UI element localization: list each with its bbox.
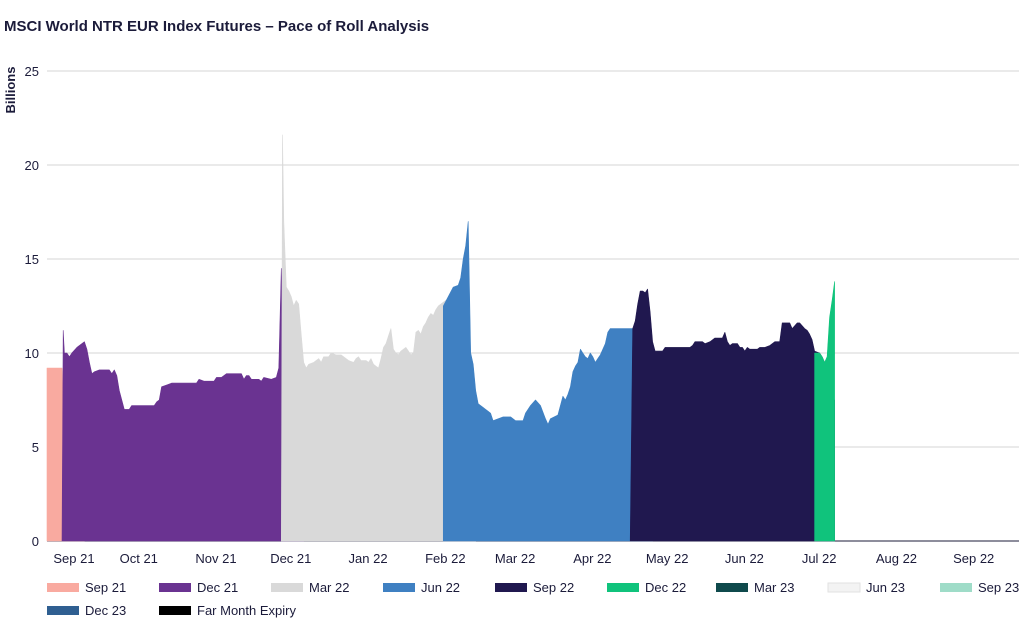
legend-swatch	[383, 583, 415, 592]
y-axis-label: Billions	[3, 67, 18, 114]
x-tick-label: Oct 21	[120, 551, 158, 566]
y-tick-label: 25	[25, 64, 39, 79]
legend-label: Mar 23	[754, 580, 794, 595]
x-tick-label: May 22	[646, 551, 689, 566]
legend-item: Dec 21	[159, 580, 238, 595]
legend-item: Jun 22	[383, 580, 460, 595]
legend-swatch	[607, 583, 639, 592]
legend-item: Sep 22	[495, 580, 574, 595]
legend-item: Sep 23	[940, 580, 1019, 595]
legend-swatch	[47, 606, 79, 615]
x-tick-label: Dec 21	[270, 551, 311, 566]
x-tick-label: Mar 22	[495, 551, 535, 566]
legend-swatch	[47, 583, 79, 592]
legend-label: Far Month Expiry	[197, 603, 296, 618]
axes: Billions 0 5 10 15 20 25 Sep 21 Oct 21 Nov 21 Dec…	[3, 64, 994, 566]
legend-label: Sep 22	[533, 580, 574, 595]
x-tick-label: Sep 22	[953, 551, 994, 566]
legend-item: Jun 23	[827, 580, 905, 595]
legend-swatch	[940, 583, 972, 592]
legend-item: Dec 22	[607, 580, 686, 595]
area-series	[46, 134, 835, 542]
x-tick-label: Apr 22	[573, 551, 611, 566]
legend-swatch	[827, 582, 861, 593]
x-tick-label: Nov 21	[195, 551, 236, 566]
legend-label: Dec 23	[85, 603, 126, 618]
y-tick-label: 10	[25, 346, 39, 361]
legend-swatch	[716, 583, 748, 592]
legend-label: Jun 22	[421, 580, 460, 595]
x-tick-label: Jul 22	[802, 551, 837, 566]
chart-title: MSCI World NTR EUR Index Futures – Pace …	[4, 18, 430, 35]
x-tick-label: Jan 22	[349, 551, 388, 566]
legend-label: Sep 23	[978, 580, 1019, 595]
area-sep-22	[629, 288, 835, 542]
area-dec-21	[61, 268, 304, 542]
area-jun-22	[442, 221, 653, 542]
legend: Sep 21 Dec 21 Mar 22 Jun 22 Sep 22 Dec 22 Mar …	[47, 580, 1019, 618]
y-tick-label: 15	[25, 252, 39, 267]
legend-swatch	[271, 583, 303, 592]
y-tick-label: 20	[25, 158, 39, 173]
x-tick-label: Sep 21	[53, 551, 94, 566]
legend-label: Dec 21	[197, 580, 238, 595]
legend-item: Sep 21	[47, 580, 126, 595]
y-tick-label: 5	[32, 440, 39, 455]
legend-label: Dec 22	[645, 580, 686, 595]
legend-item: Dec 23	[47, 603, 126, 618]
legend-label: Jun 23	[866, 580, 905, 595]
legend-swatch	[159, 583, 191, 592]
area-dec-22	[814, 281, 835, 542]
legend-item: Mar 23	[716, 580, 794, 595]
legend-label: Sep 21	[85, 580, 126, 595]
legend-item: Mar 22	[271, 580, 349, 595]
legend-swatch	[159, 606, 191, 615]
y-tick-label: 0	[32, 534, 39, 549]
x-tick-label: Aug 22	[876, 551, 917, 566]
legend-swatch	[495, 583, 527, 592]
legend-label: Mar 22	[309, 580, 349, 595]
x-tick-label: Jun 22	[725, 551, 764, 566]
legend-item: Far Month Expiry	[159, 603, 296, 618]
x-tick-label: Feb 22	[425, 551, 465, 566]
